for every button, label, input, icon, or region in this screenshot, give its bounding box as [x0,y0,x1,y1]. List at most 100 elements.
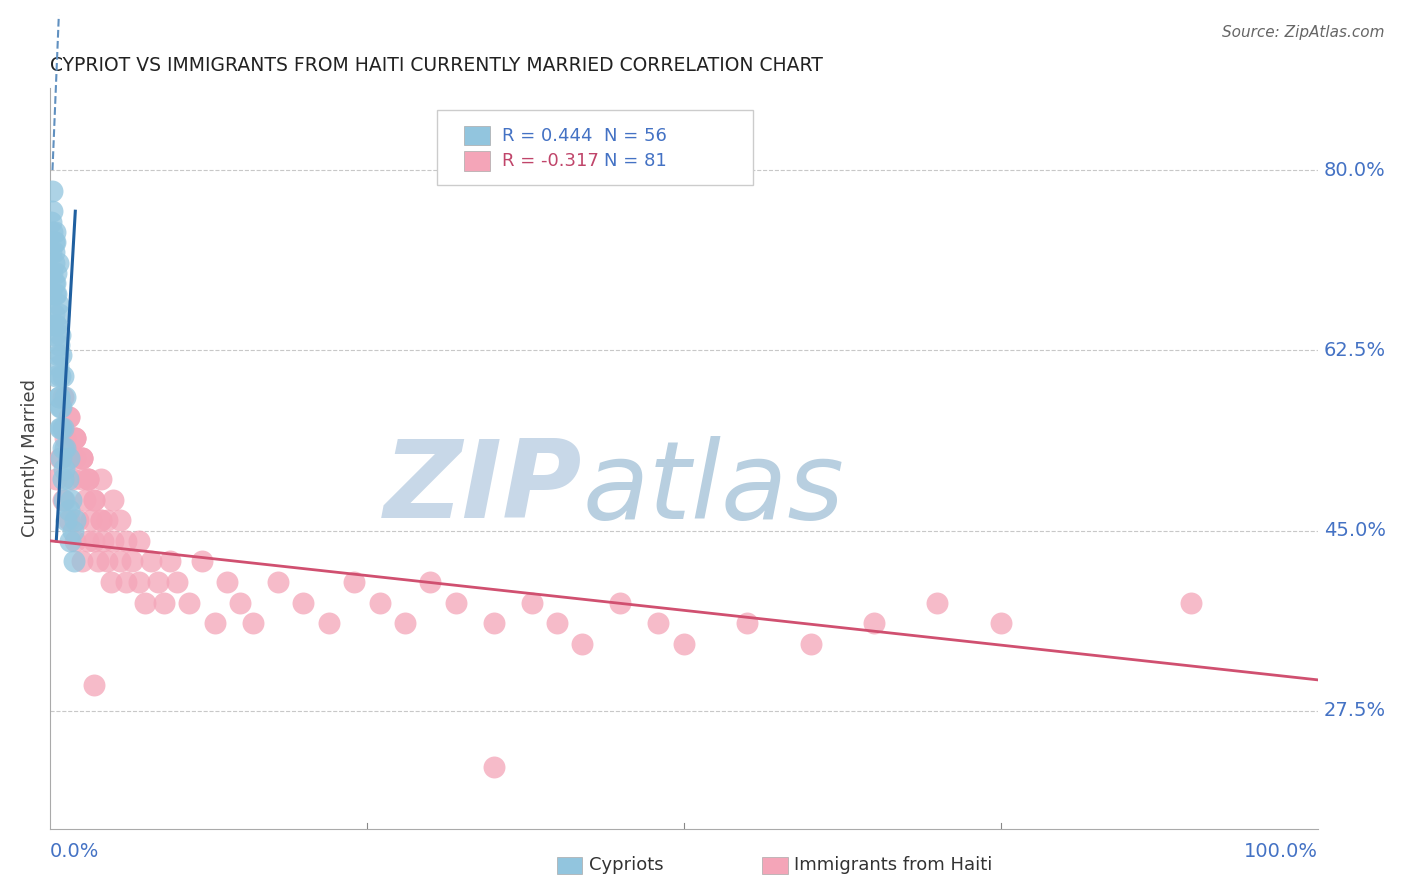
Point [62,472,84,486]
Point [53,431,76,445]
Point [292,596,315,610]
Point [77,472,100,486]
Bar [464,152,489,170]
FancyBboxPatch shape [437,110,754,186]
Point [51,420,73,434]
Point [52,441,75,455]
Point [48,390,70,404]
Point [52,472,75,486]
Y-axis label: Currently Married: Currently Married [21,379,39,537]
Point [70,472,93,486]
Point [60,492,83,507]
Point [571,637,593,651]
Point [44,286,66,301]
Point [42,307,65,321]
Point [134,596,156,610]
Point [482,760,505,774]
Point [242,616,264,631]
Point [672,637,695,651]
Text: N = 56: N = 56 [605,127,666,145]
Text: Cypriots: Cypriots [589,855,664,874]
Point [52,390,75,404]
Point [49,369,72,384]
Point [146,574,169,589]
Point [42,235,65,249]
Point [108,554,131,568]
Point [863,616,886,631]
Point [229,596,252,610]
Point [70,451,93,466]
Text: atlas: atlas [582,435,844,541]
Point [52,420,75,434]
Point [343,574,366,589]
Text: 100.0%: 100.0% [1243,841,1317,861]
Point [46,348,69,362]
Point [58,410,80,425]
Point [45,318,67,332]
Point [141,554,163,568]
Point [77,472,100,486]
Point [44,327,66,342]
Point [53,390,76,404]
Text: 62.5%: 62.5% [1324,341,1386,359]
Point [46,256,69,270]
Point [41,225,63,239]
Text: R = 0.444: R = 0.444 [502,127,593,145]
Point [52,492,75,507]
Point [70,554,93,568]
Point [39,286,62,301]
Point [166,574,188,589]
Point [90,513,112,527]
Point [59,533,82,548]
Point [108,513,131,527]
Point [55,513,77,527]
Point [39,214,62,228]
Point [191,554,214,568]
Point [41,266,63,280]
Point [647,616,669,631]
Point [103,533,125,548]
Point [990,616,1012,631]
Text: 0.0%: 0.0% [51,841,100,861]
Point [66,513,89,527]
Point [83,678,105,692]
Point [204,616,226,631]
Point [217,574,239,589]
Point [115,533,138,548]
Text: CYPRIOT VS IMMIGRANTS FROM HAITI CURRENTLY MARRIED CORRELATION CHART: CYPRIOT VS IMMIGRANTS FROM HAITI CURRENT… [51,56,823,75]
Text: 80.0%: 80.0% [1324,161,1386,179]
Point [65,431,87,445]
Point [58,410,80,425]
Point [65,513,87,527]
Point [45,266,67,280]
Text: ZIP: ZIP [384,435,582,541]
Point [267,574,290,589]
Point [318,616,340,631]
Text: R = -0.317: R = -0.317 [502,152,599,170]
Point [103,492,125,507]
Point [520,596,543,610]
Point [79,513,101,527]
Point [368,596,391,610]
Point [52,461,75,475]
Point [51,348,73,362]
Point [46,297,69,311]
Point [153,596,176,610]
Point [394,616,416,631]
Point [65,451,87,466]
Point [49,451,72,466]
Point [91,533,114,548]
Point [128,533,150,548]
Point [65,533,87,548]
Point [77,533,100,548]
Point [96,554,118,568]
Point [41,318,63,332]
Text: Immigrants from Haiti: Immigrants from Haiti [794,855,993,874]
Point [51,451,73,466]
Bar [762,857,787,873]
Point [42,245,65,260]
Point [49,327,72,342]
Point [70,451,93,466]
Point [419,574,441,589]
Text: N = 81: N = 81 [605,152,666,170]
